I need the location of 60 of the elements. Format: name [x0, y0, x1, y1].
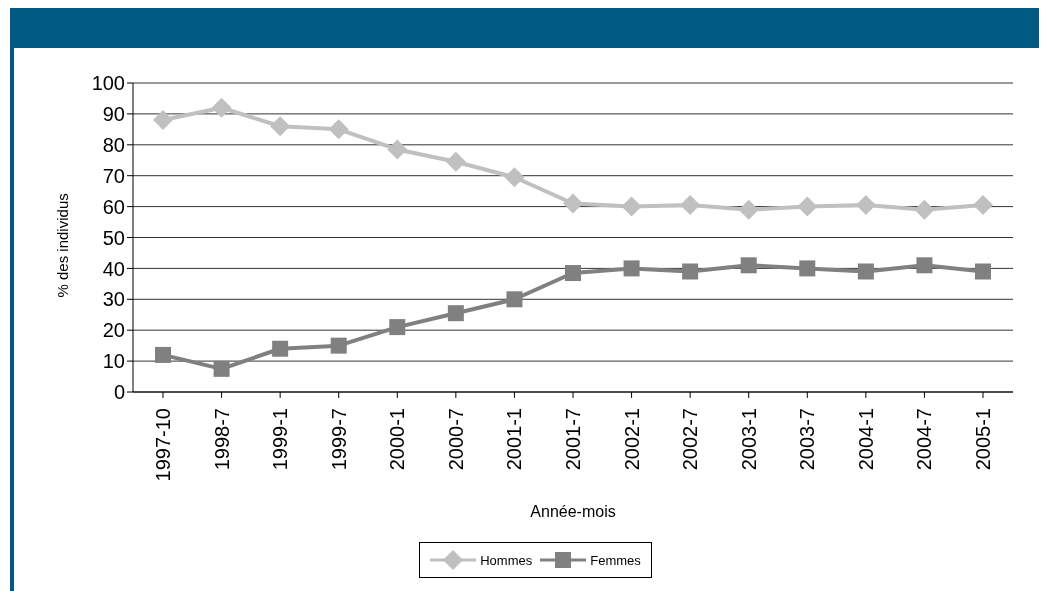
x-tick-label: 2003-1	[737, 408, 760, 471]
point	[213, 360, 230, 377]
legend-label: Hommes	[480, 552, 533, 568]
point	[740, 257, 757, 274]
y-tick-label: 30	[102, 288, 125, 311]
point	[623, 260, 640, 277]
x-tick-label: 2000-1	[386, 408, 409, 471]
point	[563, 193, 583, 214]
point	[211, 97, 232, 118]
legend-label: Femmes	[590, 552, 641, 568]
point	[621, 196, 642, 217]
point	[447, 305, 464, 322]
point	[682, 263, 699, 280]
point	[506, 291, 523, 308]
point	[330, 337, 347, 354]
x-tick-label: 2002-1	[620, 408, 643, 471]
point	[975, 263, 991, 280]
x-tick-label: 2004-7	[913, 408, 936, 471]
point	[680, 195, 701, 216]
point	[916, 257, 933, 274]
y-tick-label: 70	[102, 164, 125, 187]
x-tick-label: 1999-1	[269, 408, 292, 471]
x-tick-label: 2004-1	[854, 408, 877, 471]
x-axis-title: Année-mois	[530, 503, 616, 520]
point	[445, 151, 466, 172]
point	[272, 340, 289, 357]
point	[504, 167, 525, 188]
point	[973, 195, 993, 216]
x-tick-label: 2003-7	[796, 408, 819, 471]
y-tick-label: 60	[102, 195, 125, 218]
x-tick-label: 2001-1	[503, 408, 526, 471]
point	[857, 263, 874, 280]
x-tick-label: 2005-1	[972, 408, 994, 471]
point	[155, 346, 171, 363]
point	[855, 195, 876, 216]
y-tick-label: 20	[102, 319, 125, 342]
point	[797, 196, 818, 217]
point	[565, 265, 581, 282]
point	[914, 199, 935, 220]
y-tick-label: 100	[91, 72, 125, 95]
point	[387, 139, 408, 160]
y-tick-label: 50	[102, 226, 125, 249]
point	[270, 116, 291, 137]
y-axis-title: % des individus	[54, 193, 72, 298]
x-tick-label: 1998-7	[210, 408, 233, 471]
x-tick-label: 2000-7	[444, 408, 467, 471]
y-tick-label: 0	[113, 381, 125, 404]
x-tick-label: 1999-7	[327, 408, 350, 471]
y-tick-label: 90	[102, 103, 125, 125]
point	[389, 319, 406, 336]
y-tick-label: 80	[102, 133, 125, 156]
point	[328, 119, 349, 140]
point	[153, 110, 173, 131]
x-tick-label: 2002-7	[679, 408, 702, 471]
y-tick-label: 40	[102, 257, 125, 280]
point	[738, 199, 759, 220]
y-tick-label: 10	[102, 350, 125, 373]
x-tick-label: 1997-10	[152, 408, 174, 482]
x-tick-label: 2001-7	[562, 408, 584, 471]
point	[799, 260, 816, 277]
